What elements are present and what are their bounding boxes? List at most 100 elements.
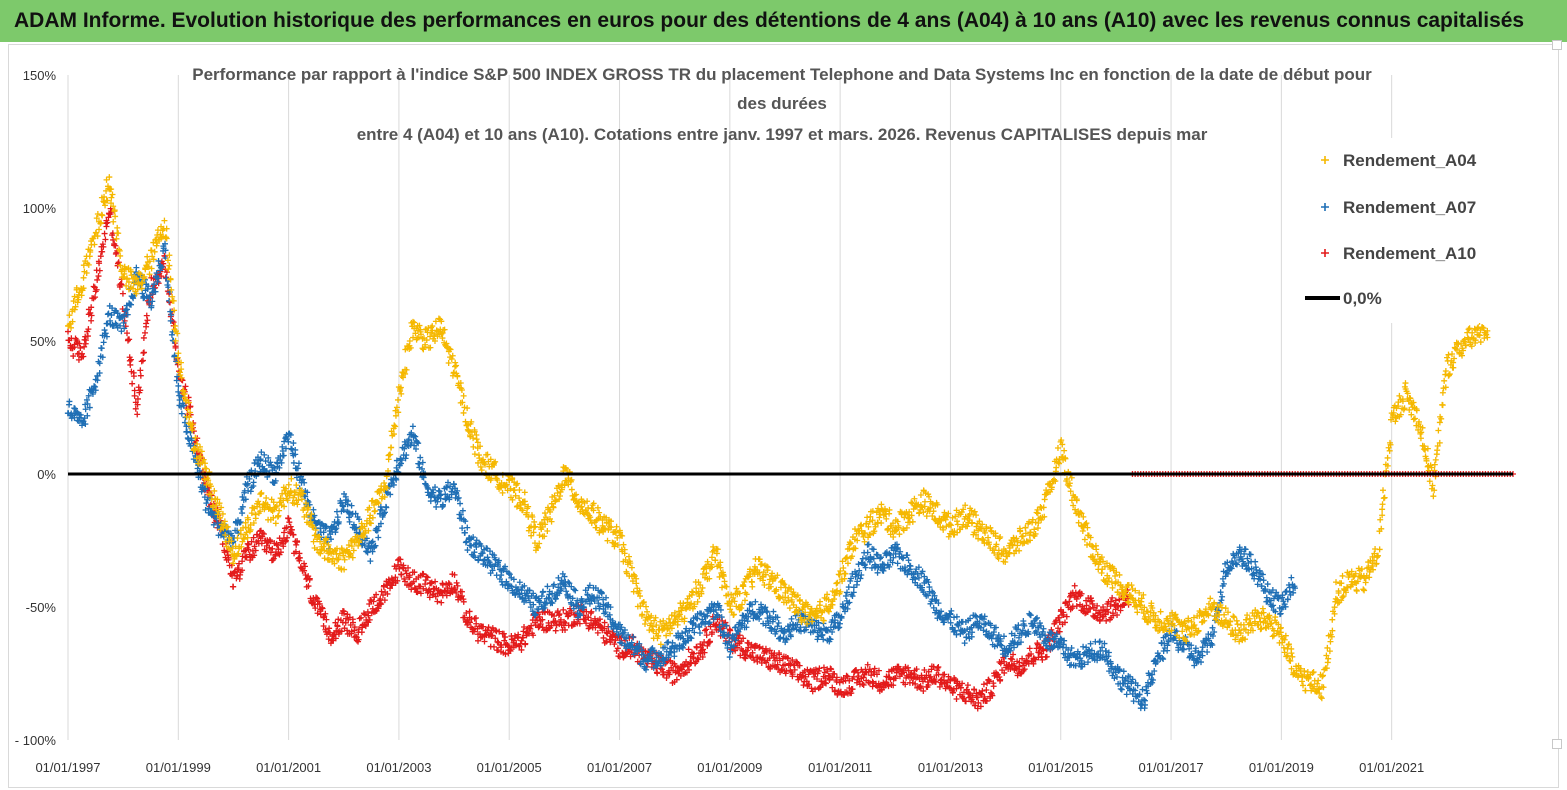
data-point-marker: [1043, 653, 1050, 660]
data-point-marker: [109, 191, 116, 198]
data-point-marker: [414, 439, 421, 446]
data-point-marker: [85, 326, 92, 333]
data-point-marker: [252, 547, 259, 554]
data-point-marker: [423, 573, 430, 580]
data-point-marker: [381, 597, 388, 604]
data-point-marker: [601, 610, 608, 617]
data-point-marker: [370, 598, 377, 605]
data-point-marker: [387, 585, 394, 592]
resize-handle-bottom-right[interactable]: [1552, 739, 1562, 749]
data-point-marker: [365, 612, 372, 619]
data-point-marker: [182, 383, 189, 390]
data-point-marker: [472, 614, 479, 621]
data-point-marker: [445, 359, 452, 366]
data-point-marker: [748, 641, 755, 648]
data-point-marker: [102, 236, 109, 243]
data-point-marker: [335, 631, 342, 638]
data-point-marker: [422, 581, 429, 588]
data-point-marker: [91, 241, 98, 248]
data-point-marker: [536, 613, 543, 620]
data-point-marker: [76, 340, 83, 347]
data-point-marker: [593, 524, 600, 531]
data-point-marker: [746, 652, 753, 659]
data-point-marker: [463, 609, 470, 616]
resize-handle-top-right[interactable]: [1552, 40, 1562, 50]
data-point-marker: [770, 608, 777, 615]
data-point-marker: [817, 598, 824, 605]
data-point-marker: [568, 486, 575, 493]
data-point-marker: [367, 597, 374, 604]
data-point-marker: [267, 538, 274, 545]
data-point-marker: [562, 620, 569, 627]
data-point-marker: [701, 627, 708, 634]
data-point-marker: [700, 646, 707, 653]
data-point-marker: [516, 487, 523, 494]
data-point-marker: [326, 629, 333, 636]
data-point-marker: [1198, 659, 1204, 666]
data-point-marker: [473, 620, 480, 627]
data-point-marker: [261, 451, 268, 458]
header-banner: ADAM Informe. Evolution historique des p…: [0, 0, 1567, 42]
data-point-marker: [434, 598, 441, 605]
data-point-marker: [389, 582, 396, 589]
data-point-marker: [134, 411, 141, 418]
data-point-marker: [375, 534, 382, 541]
data-point-marker: [101, 230, 108, 237]
data-point-marker: [786, 605, 793, 612]
data-point-marker: [66, 398, 73, 405]
data-point-marker: [453, 579, 460, 586]
data-point-marker: [131, 387, 138, 394]
data-point-marker: [1118, 686, 1125, 693]
data-point-marker: [126, 336, 133, 343]
data-point-marker: [630, 633, 637, 640]
data-point-marker: [596, 509, 603, 516]
data-point-marker: [560, 606, 567, 613]
data-point-marker: [432, 578, 439, 585]
data-point-marker: [453, 589, 460, 596]
data-point-marker: [137, 367, 144, 374]
data-point-marker: [224, 548, 231, 555]
data-point-marker: [293, 541, 300, 548]
data-point-marker: [470, 443, 477, 450]
data-point-marker: [346, 614, 353, 621]
data-point-marker: [461, 529, 468, 536]
data-point-marker: [356, 615, 363, 622]
data-point-marker: [283, 524, 290, 531]
data-point-marker: [964, 682, 971, 689]
data-point-marker: [274, 542, 281, 549]
data-point-marker: [118, 328, 125, 335]
data-point-marker: [115, 230, 122, 237]
data-point-marker: [749, 583, 756, 590]
data-point-marker: [583, 620, 590, 627]
data-point-marker: [847, 540, 854, 547]
data-point-marker: [360, 610, 367, 617]
data-point-marker: [411, 569, 418, 576]
data-point-marker: [286, 519, 293, 526]
data-point-marker: [334, 623, 341, 630]
data-point-marker: [611, 641, 618, 648]
data-point-marker: [334, 519, 341, 526]
data-point-marker: [836, 624, 843, 631]
data-point-marker: [489, 632, 496, 639]
data-point-marker: [706, 638, 713, 645]
data-point-marker: [287, 523, 294, 530]
data-point-marker: [552, 627, 559, 634]
data-point-marker: [361, 611, 368, 618]
data-point-marker: [306, 576, 313, 583]
data-point-marker: [104, 219, 111, 226]
data-point-marker: [814, 636, 821, 643]
data-point-marker: [726, 654, 733, 661]
data-point-marker: [140, 334, 147, 341]
data-point-marker: [694, 655, 701, 662]
data-point-marker: [708, 554, 715, 561]
data-point-marker: [263, 494, 270, 501]
data-point-marker: [590, 621, 597, 628]
data-point-marker: [451, 571, 458, 578]
data-point-marker: [372, 507, 379, 514]
data-point-marker: [522, 640, 529, 647]
data-point-marker: [115, 259, 122, 266]
data-point-marker: [1277, 610, 1284, 617]
data-point-marker: [409, 423, 416, 430]
data-point-marker: [587, 610, 594, 617]
data-point-marker: [631, 572, 638, 579]
